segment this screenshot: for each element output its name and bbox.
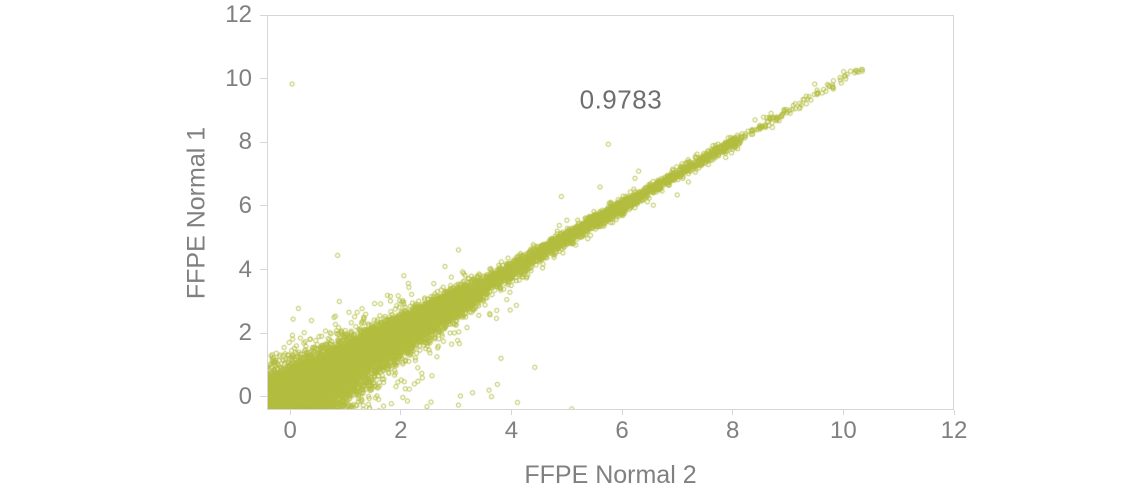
x-tick-mark [400, 410, 402, 415]
x-tick-mark [510, 410, 512, 415]
x-tick-mark [621, 410, 623, 415]
y-tick-mark [260, 396, 267, 398]
x-tick-label: 10 [830, 417, 857, 444]
y-axis-title: FFPE Normal 1 [182, 126, 211, 300]
x-tick-label: 6 [615, 417, 629, 444]
x-tick-mark [289, 410, 291, 415]
x-tick-label: 4 [504, 417, 519, 444]
x-tick-mark [842, 410, 844, 415]
y-tick-label: 0 [238, 382, 252, 410]
y-tick-label: 4 [238, 255, 252, 283]
y-tick-mark [260, 205, 267, 207]
x-axis-title: FFPE Normal 2 [524, 461, 697, 489]
x-tick-label: 2 [394, 417, 408, 444]
scatter-points-canvas [268, 16, 953, 409]
y-tick-mark [260, 78, 267, 80]
correlation-annotation: 0.9783 [579, 84, 663, 115]
y-tick-label: 2 [238, 319, 252, 347]
y-tick-mark [260, 269, 267, 271]
x-tick-label: 12 [940, 417, 968, 444]
x-tick-mark [953, 410, 955, 415]
y-tick-mark [260, 14, 267, 16]
y-tick-label: 8 [238, 128, 252, 156]
plot-area: 0.9783 [267, 15, 954, 410]
y-tick-label: 6 [238, 191, 252, 219]
y-tick-label: 12 [225, 1, 252, 28]
x-tick-label: 0 [283, 417, 297, 444]
y-tick-label: 10 [225, 64, 252, 92]
y-tick-mark [260, 332, 267, 334]
x-tick-label: 8 [726, 417, 740, 444]
x-tick-mark [732, 410, 734, 415]
y-tick-mark [260, 141, 267, 143]
